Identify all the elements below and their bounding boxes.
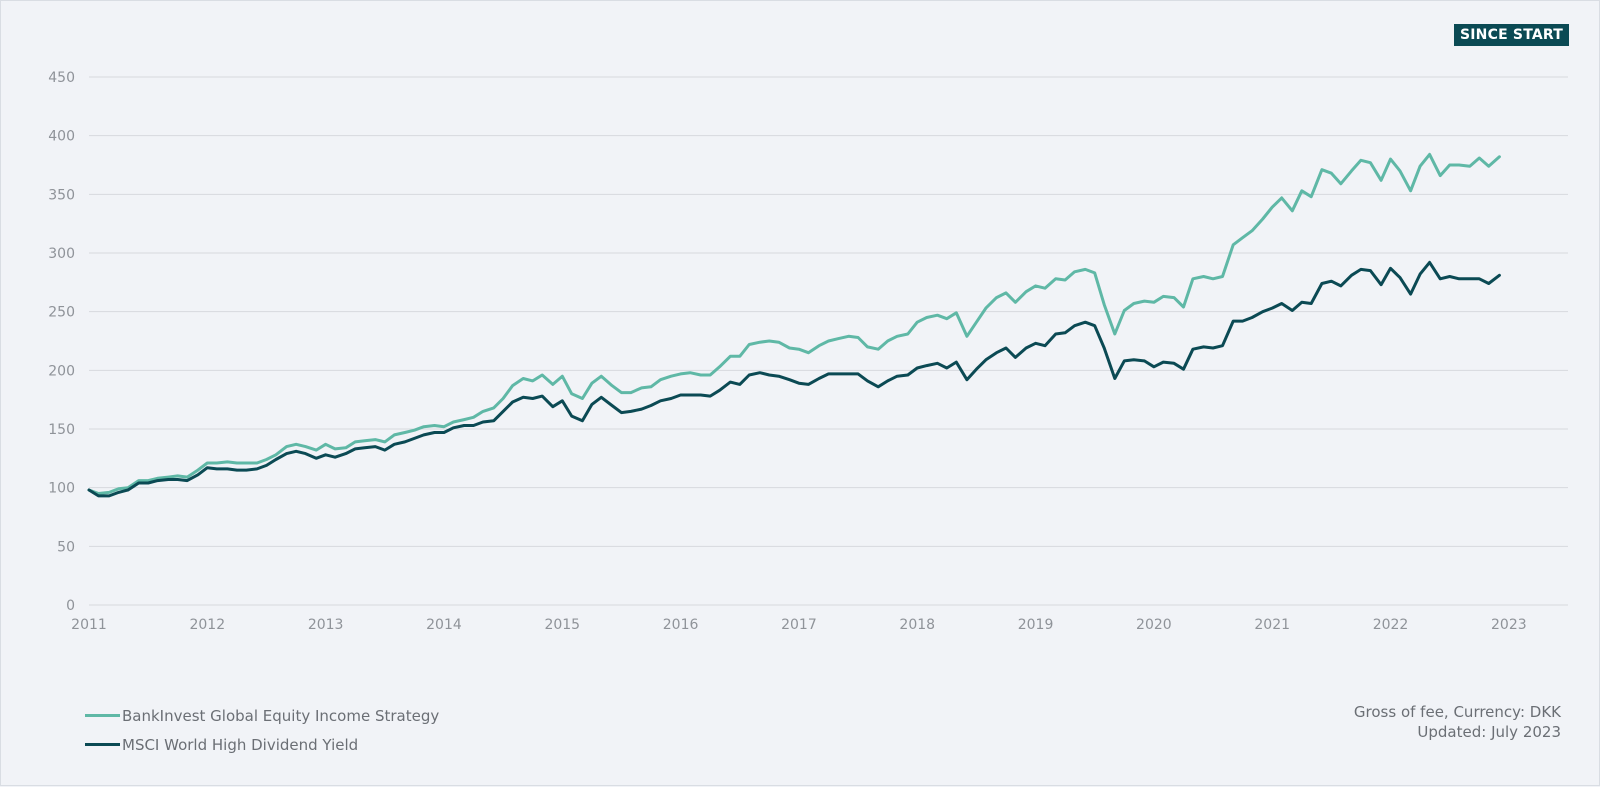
y-tick-label: 300 (48, 246, 75, 262)
y-tick-label: 250 (48, 305, 75, 321)
y-tick-label: 450 (48, 70, 75, 86)
x-tick-label: 2018 (899, 617, 935, 633)
grid-layer (89, 76, 1568, 606)
y-tick-label: 200 (48, 363, 75, 379)
legend-label-benchmark: MSCI World High Dividend Yield (122, 735, 359, 754)
x-tick-label: 2022 (1373, 617, 1409, 633)
y-tick-label: 400 (48, 129, 75, 145)
legend-item-strategy: BankInvest Global Equity Income Strategy (85, 701, 439, 730)
legend-swatch-strategy (85, 714, 120, 717)
y-tick-label: 350 (48, 187, 75, 203)
legend-item-benchmark: MSCI World High Dividend Yield (85, 730, 439, 759)
y-axis: 0 50 100 150 200 250 300 350 400 450 (48, 70, 75, 614)
series-layer (87, 152, 1501, 498)
x-tick-label: 2017 (781, 617, 817, 633)
x-tick-label: 2011 (71, 617, 107, 633)
y-tick-label: 50 (57, 539, 75, 555)
legend-label-strategy: BankInvest Global Equity Income Strategy (122, 706, 440, 725)
x-tick-label: 2019 (1018, 617, 1054, 633)
series-line-strategy (87, 152, 1501, 495)
x-tick-label: 2023 (1491, 617, 1527, 633)
x-tick-label: 2016 (663, 617, 699, 633)
y-tick-label: 0 (66, 598, 75, 614)
x-tick-label: 2015 (544, 617, 580, 633)
legend-swatch-benchmark (85, 743, 120, 746)
footnote-fee-currency: Gross of fee, Currency: DKK (1353, 703, 1561, 721)
series-line-benchmark (87, 260, 1501, 498)
footnote: Gross of fee, Currency: DKK Updated: Jul… (1354, 702, 1561, 742)
x-tick-label: 2020 (1136, 617, 1172, 633)
x-axis: 2011 2012 2013 2014 2015 2016 2017 2018 2019 2020… (71, 617, 1526, 633)
x-tick-label: 2021 (1254, 617, 1290, 633)
footnote-updated: Updated: July 2023 (1417, 723, 1561, 741)
y-tick-label: 100 (48, 481, 75, 497)
x-tick-label: 2013 (308, 617, 344, 633)
since-start-button[interactable]: SINCE START (1453, 24, 1569, 46)
x-tick-label: 2014 (426, 617, 462, 633)
x-tick-label: 2012 (189, 617, 225, 633)
y-tick-label: 150 (48, 422, 75, 438)
legend: BankInvest Global Equity Income Strategy… (85, 701, 439, 759)
